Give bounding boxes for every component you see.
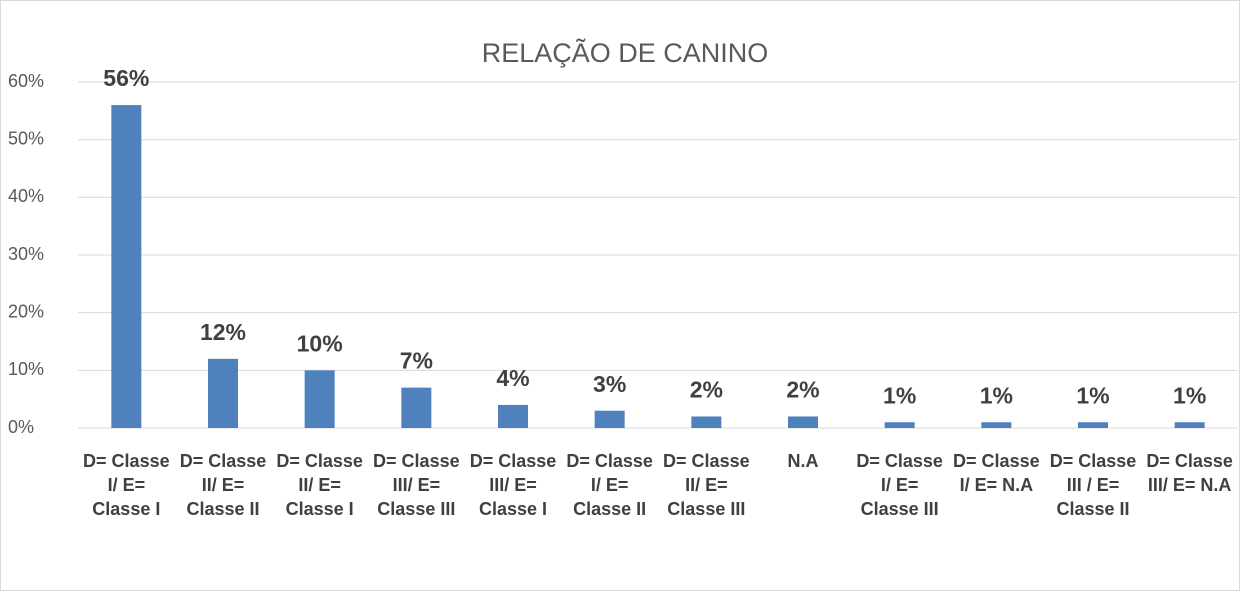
x-tick-label: N.A [788,451,819,471]
data-label: 1% [1173,382,1206,408]
y-tick-label: 50% [8,128,44,148]
x-tick-label: D= Classe I/ E= Classe I [83,451,170,519]
bar [498,404,528,428]
data-label: 56% [103,65,149,91]
data-label: 1% [1076,382,1109,408]
chart-title: RELAÇÃO DE CANINO [482,37,769,68]
y-tick-label: 30% [8,244,44,264]
bar [401,387,432,428]
data-label: 4% [496,365,529,391]
data-label: 2% [690,377,723,403]
data-label: 3% [593,371,626,397]
y-tick-label: 60% [8,71,44,91]
x-tick-label: D= Classe II/ E= Classe II [180,451,267,519]
x-tick-label: D= Classe II/ E= Classe III [663,451,750,519]
data-label: 7% [400,348,433,374]
x-tick-label: D= Classe I/ E= N.A [953,451,1040,495]
data-label: 10% [297,330,343,356]
y-tick-label: 20% [8,301,44,321]
data-label: 2% [786,377,819,403]
y-tick-label: 40% [8,186,44,206]
x-tick-label: D= Classe II/ E= Classe I [276,451,363,519]
bar [111,105,142,429]
y-tick-label: 0% [8,417,34,437]
bar [1174,422,1205,428]
bar [304,370,335,428]
bar [691,416,722,428]
x-tick-label: D= Classe I/ E= Classe III [856,451,943,519]
bar [884,422,915,428]
data-label: 12% [200,319,246,345]
data-label: 1% [883,382,916,408]
x-tick-label: D= Classe III/ E= N.A [1146,451,1233,495]
y-tick-label: 10% [8,359,44,379]
bar [594,410,625,428]
x-tick-label: D= Classe III/ E= Classe III [373,451,460,519]
data-label: 1% [980,382,1013,408]
bar [1078,422,1108,428]
bar [788,416,818,428]
bar [208,358,238,428]
bar [981,422,1012,428]
x-tick-label: D= Classe I/ E= Classe II [566,451,653,519]
x-tick-label: D= Classe III / E= Classe II [1050,451,1137,519]
x-tick-label: D= Classe III/ E= Classe I [470,451,557,519]
